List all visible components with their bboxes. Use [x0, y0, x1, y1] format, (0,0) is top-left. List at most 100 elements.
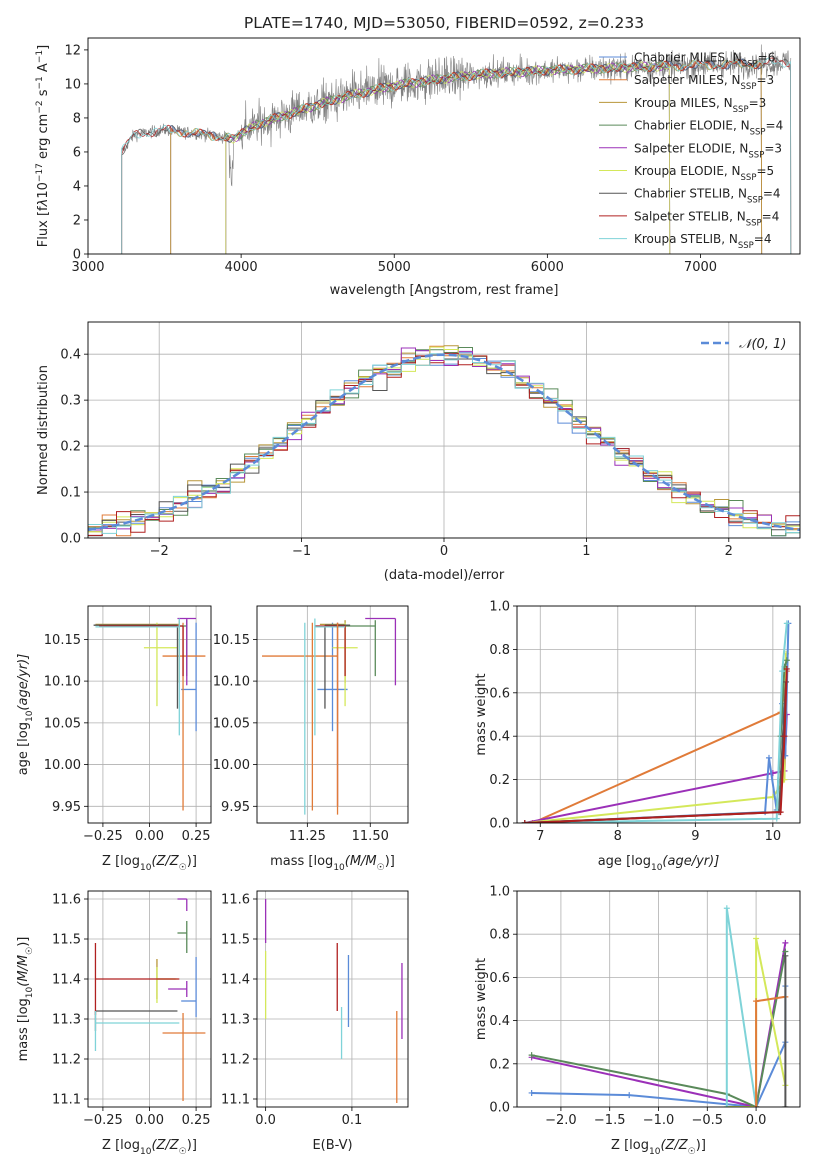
x-axis-label-part: 10 — [651, 863, 663, 873]
weight-line-salp_stelib — [524, 668, 788, 823]
legend-entry: 𝒩(0, 1) — [739, 337, 786, 352]
weight-line-chab_elodie — [531, 951, 787, 1107]
y-tick-label: 0.2 — [60, 440, 81, 455]
y-axis-label: Normed distribution — [36, 365, 51, 495]
legend-tail: =3 — [764, 141, 782, 155]
y-tick-label: 10.05 — [44, 716, 81, 731]
weight-marker — [783, 657, 790, 664]
y-axis-label-part: 10 — [25, 986, 35, 998]
legend-text: Kroupa MILES, N — [634, 96, 733, 110]
y-axis-label-part: −1 — [35, 76, 45, 89]
y-axis-label-part: Flux [f — [36, 206, 51, 247]
legend-sub: SSP — [733, 105, 749, 115]
legend-text: Kroupa ELODIE, N — [634, 164, 741, 178]
legend-sub: SSP — [750, 128, 766, 138]
y-axis-label: mass [log10(M/M☉)] — [16, 937, 35, 1062]
x-axis-label: Z [log10(Z/Z☉)] — [102, 1138, 197, 1157]
legend-text: Salpeter STELIB, N — [634, 209, 746, 223]
x-axis-label: (data-model)/error — [384, 568, 505, 583]
chart-weight_vs_z: −2.0 −1.5 −1.0 −0.5 0.0 0.0 0.2 0.4 0.6 0.8 1.0 Z [… — [474, 885, 801, 1157]
model-spectrum-salp_elodie — [225, 61, 671, 254]
y-tick-label: 11.6 — [221, 893, 250, 908]
x-axis-label-part: 10 — [140, 1147, 152, 1157]
y-tick-label: 11.2 — [52, 1053, 81, 1068]
y-tick-label: 8 — [73, 111, 81, 126]
y-tick-label: 9.95 — [52, 800, 81, 815]
y-axis-label: mass weight — [474, 958, 489, 1040]
y-tick-label: 11.5 — [52, 933, 81, 948]
x-tick-label: 0.1 — [342, 1113, 363, 1128]
y-tick-label: 1.0 — [489, 600, 510, 615]
x-axis-label: wavelength [Angstrom, rest frame] — [330, 283, 559, 298]
x-axis-label-part: ☉ — [377, 863, 385, 873]
plot-area — [88, 606, 211, 823]
legend-entry: Kroupa ELODIE, NSSP=5 — [634, 164, 774, 183]
legend-text: Salpeter ELODIE, N — [634, 141, 748, 155]
weight-line-krou_stelib — [524, 623, 788, 823]
y-tick-label: 0.4 — [60, 348, 81, 363]
x-tick-label: 8 — [614, 829, 622, 844]
y-axis-label-part: ] — [36, 45, 51, 50]
y-tick-label: 12 — [64, 43, 81, 58]
x-tick-label: 0.0 — [255, 1113, 276, 1128]
weight-marker — [773, 815, 780, 822]
x-tick-label: 0.0 — [746, 1113, 767, 1128]
weight-line-chab_stelib — [524, 681, 787, 823]
x-tick-label: −0.25 — [83, 1113, 123, 1128]
x-tick-label: 6000 — [531, 260, 564, 275]
model-spectrum-chab_stelib — [121, 57, 792, 254]
y-tick-label: 11.5 — [221, 933, 250, 948]
y-tick-label: 0.2 — [489, 773, 510, 788]
x-tick-label: 0.25 — [182, 829, 211, 844]
x-axis-label-part: (Z/Z — [151, 854, 179, 869]
x-tick-label: 5000 — [378, 260, 411, 275]
y-tick-label: 0.0 — [489, 1101, 510, 1116]
y-tick-label: 11.4 — [52, 973, 81, 988]
axes-frame — [87, 37, 801, 255]
x-tick-label: 9 — [691, 829, 699, 844]
legend-tail: =4 — [762, 209, 780, 223]
weight-marker — [777, 809, 784, 816]
weight-line-chab_miles — [524, 623, 790, 823]
x-axis-label-part: ☉ — [179, 863, 187, 873]
y-axis-label-part: (M/M — [16, 955, 31, 987]
x-axis-label-part: 10 — [333, 863, 345, 873]
x-tick-label: 2 — [725, 544, 733, 559]
y-tick-label: 11.1 — [52, 1093, 81, 1108]
legend-sub: SSP — [738, 241, 754, 251]
weight-marker — [782, 952, 789, 959]
legend-entry: Chabrier STELIB, NSSP=4 — [634, 187, 781, 206]
y-tick-label: 0.6 — [489, 686, 510, 701]
y-axis-label-part: 10 — [36, 182, 51, 199]
y-axis-label-part: 10 — [25, 710, 35, 722]
x-tick-label: 1 — [582, 544, 590, 559]
weight-marker — [783, 620, 790, 627]
x-tick-label: −2.0 — [545, 1113, 577, 1128]
weight-marker — [753, 935, 760, 942]
y-axis-label-part: −2 — [35, 100, 45, 113]
chart-age_vs_mass: 11.25 11.50 9.95 10.00 10.05 10.10 10.15 mass [… — [213, 605, 409, 873]
legend-text: Chabrier ELODIE, N — [634, 119, 750, 133]
y-tick-label: 0.2 — [489, 1057, 510, 1072]
weight-line-chab_elodie — [524, 659, 788, 823]
x-tick-label: 7000 — [684, 260, 717, 275]
x-axis-label-part: )] — [187, 1138, 197, 1153]
chart-title: PLATE=1740, MJD=53050, FIBERID=0592, z=0… — [244, 14, 644, 32]
y-tick-label: 10.10 — [44, 675, 81, 690]
axes-frame — [256, 605, 409, 824]
y-axis-label-part: −17 — [35, 163, 45, 182]
x-axis-label-part: 10 — [649, 1147, 661, 1157]
axes-frame — [256, 890, 409, 1108]
plot-area — [257, 606, 408, 823]
legend-entry: Salpeter STELIB, NSSP=4 — [634, 209, 779, 228]
y-axis-label-part: λ — [36, 199, 51, 208]
model-spectrum-chab_miles — [170, 58, 763, 254]
y-tick-label: 0 — [73, 248, 81, 263]
chart-mass_vs_z: −0.25 0.00 0.25 11.1 11.2 11.3 11.4 11.5 11.6 Z [… — [16, 890, 212, 1157]
legend-tail: =5 — [756, 164, 774, 178]
legend-sub: SSP — [742, 60, 758, 70]
weight-marker — [521, 820, 528, 823]
x-tick-label: 3000 — [71, 260, 104, 275]
